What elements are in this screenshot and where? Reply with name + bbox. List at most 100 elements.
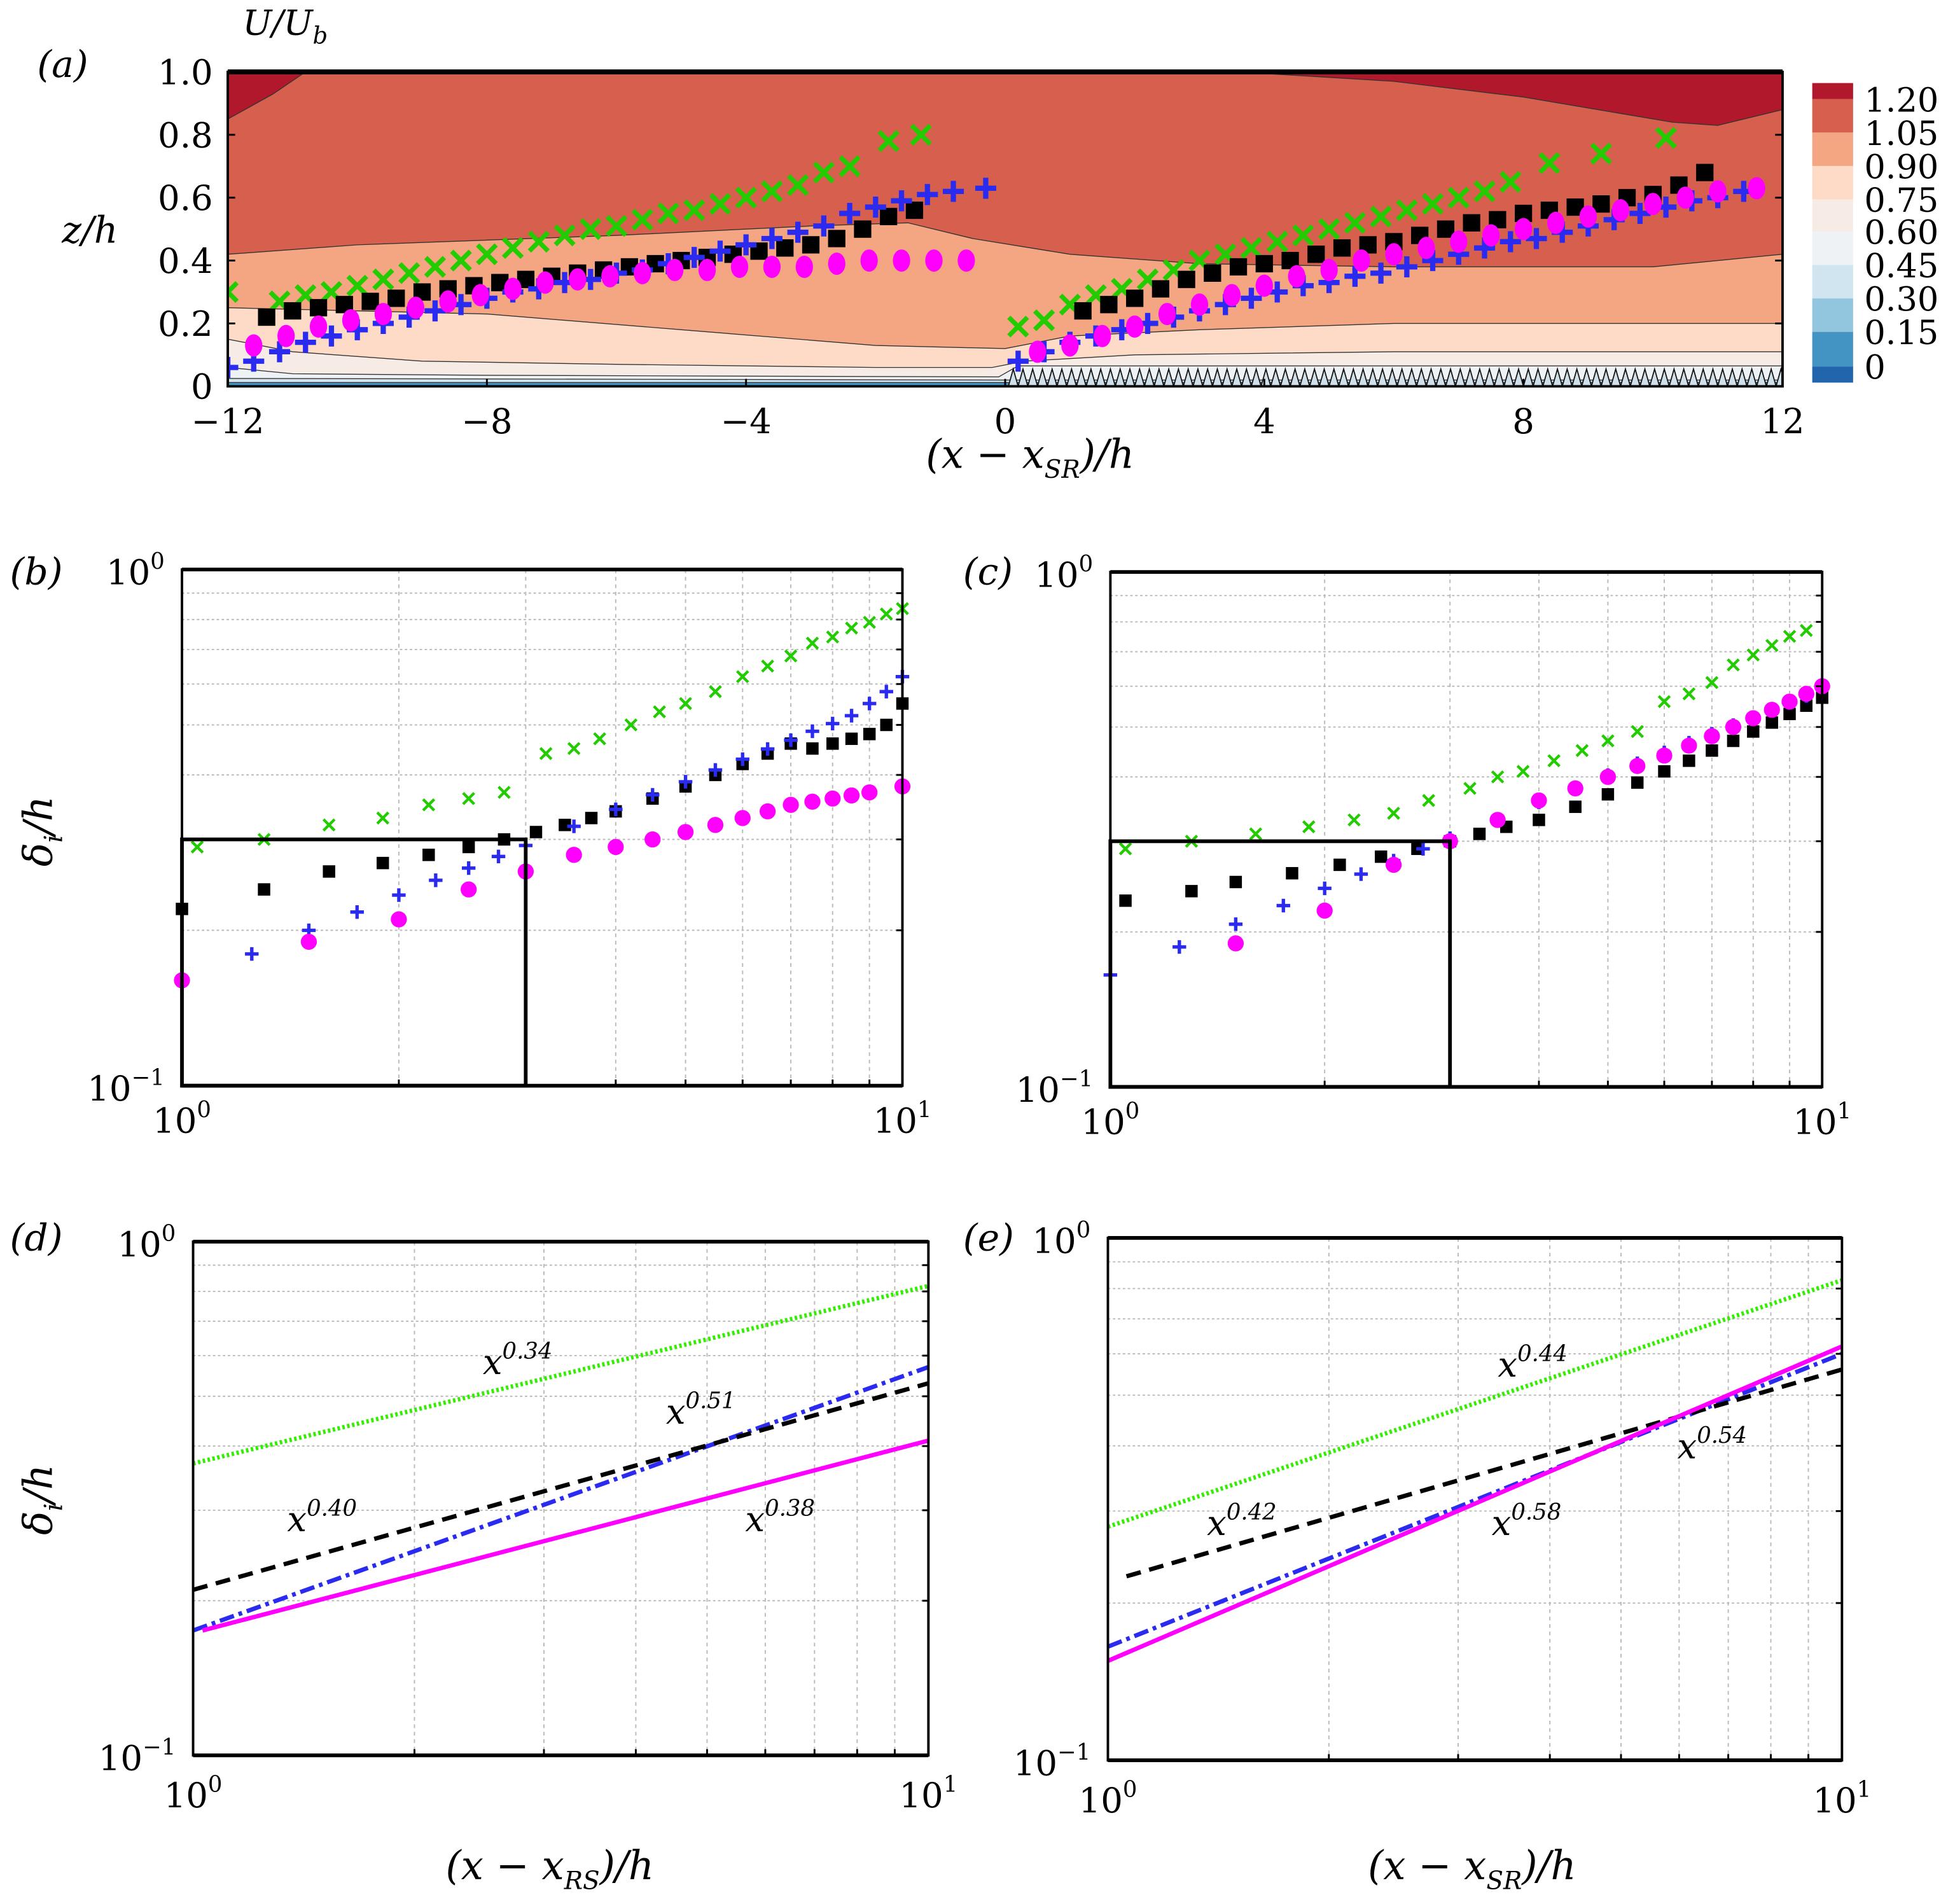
fit-line-dashed [1125, 1367, 1843, 1579]
x-marker [1590, 142, 1612, 165]
x-marker [580, 218, 602, 240]
square-marker [1119, 894, 1132, 907]
fit-label-exp: 0.58 [1511, 1499, 1561, 1525]
x-tick-label-exp: 1 [917, 1097, 932, 1123]
circle-marker [1223, 284, 1241, 307]
x-tick-label-base: 10 [899, 1775, 943, 1816]
circle-marker [759, 803, 776, 820]
y-tick-label: 1.0 [158, 52, 213, 93]
c-data [1103, 623, 1830, 982]
y-tick-label-base: 10 [117, 1224, 161, 1265]
fit-label-exp: 0.44 [1517, 1340, 1568, 1366]
roughness-element [1639, 366, 1651, 387]
roughness-element [1241, 366, 1252, 387]
roughness-element [1144, 366, 1155, 387]
circle-marker [861, 784, 878, 801]
x-tick-label-exp: 1 [1837, 1098, 1852, 1124]
plus-marker [805, 724, 819, 739]
d-data [192, 1284, 929, 1633]
square-marker [422, 849, 435, 861]
fit-label-base: x [666, 1391, 686, 1432]
square-marker [1255, 254, 1273, 273]
fit-line-solid [202, 1438, 929, 1633]
circle-marker [1579, 205, 1597, 228]
plus-marker [1228, 917, 1243, 931]
circle-marker [1514, 218, 1533, 240]
y-tick-label-exp: 0 [1079, 551, 1094, 577]
square-marker [1074, 302, 1092, 320]
x-tick-label-exp: 0 [208, 1772, 223, 1798]
x-tick-label: 100 [1081, 1098, 1139, 1143]
series-magenta-circle [1227, 678, 1830, 952]
plus-marker [879, 684, 893, 698]
plus-marker [1499, 231, 1521, 253]
square-marker [1375, 850, 1388, 863]
colorbar-label: 0.15 [1864, 314, 1938, 352]
square-marker [1333, 858, 1346, 872]
circle-marker [504, 277, 522, 300]
x-marker [190, 840, 204, 854]
circle-marker [730, 255, 749, 278]
plus-marker [609, 802, 623, 817]
x-marker [826, 630, 840, 644]
roughness-element [1076, 366, 1087, 387]
roughness-element [1581, 366, 1592, 387]
fit-label-exp: 0.54 [1697, 1422, 1747, 1449]
x-tick-label-exp: 1 [943, 1772, 958, 1798]
plus-marker [844, 709, 859, 723]
circle-marker [277, 324, 295, 347]
x-marker [398, 262, 421, 284]
x-tick-label: 100 [1079, 1776, 1137, 1821]
x-marker [877, 130, 900, 152]
y-tick-label: 0 [191, 366, 213, 407]
roughness-element [1095, 366, 1106, 387]
roughness-element [1347, 366, 1359, 387]
x-marker [631, 209, 653, 231]
axes [180, 69, 1844, 1763]
x-marker [1547, 754, 1561, 768]
roughness-element [1153, 366, 1165, 387]
x-marker [1463, 781, 1477, 795]
x-tick-label: 0 [994, 401, 1017, 441]
circle-marker [1385, 856, 1402, 873]
plus-marker [813, 215, 835, 237]
x-marker [450, 249, 472, 272]
square-marker [1683, 754, 1695, 767]
x-tick-label: 8 [1512, 401, 1534, 441]
circle-marker [1781, 693, 1798, 710]
x-tick-label-base: 10 [1812, 1780, 1856, 1821]
roughness-element [1163, 366, 1174, 387]
circle-marker [677, 824, 694, 840]
square-marker [905, 201, 924, 219]
circle-marker [1385, 243, 1403, 266]
circle-marker [1547, 211, 1565, 234]
x-marker [501, 237, 524, 259]
plus-marker [321, 325, 342, 347]
x-marker [1422, 793, 1435, 807]
square-marker [845, 732, 858, 746]
series-magenta-circle [245, 177, 1765, 363]
colorbar-label: 1.20 [1864, 81, 1938, 120]
x-marker [863, 616, 876, 629]
colorbar-title: U/Ub [242, 3, 328, 50]
x-marker [784, 649, 798, 663]
contour-band [1238, 72, 1783, 126]
x-marker [910, 123, 932, 146]
circle-marker [1531, 792, 1547, 809]
circle-marker [666, 258, 684, 281]
circle-marker [309, 315, 328, 338]
x-tick-label: 101 [899, 1772, 957, 1816]
fit-label-base: x [1492, 1503, 1512, 1543]
plus-marker [424, 300, 446, 322]
x-marker [786, 174, 809, 197]
plus-marker [787, 221, 809, 243]
x-marker [761, 659, 774, 673]
circle-marker [734, 810, 751, 826]
roughness-element [1590, 366, 1602, 387]
series-green-x [1118, 623, 1813, 856]
circle-marker [1725, 719, 1742, 735]
roughness-element [1552, 366, 1563, 387]
colorbar-label: 0.45 [1864, 247, 1938, 286]
x-marker [1516, 765, 1530, 778]
square-marker [1307, 246, 1325, 263]
